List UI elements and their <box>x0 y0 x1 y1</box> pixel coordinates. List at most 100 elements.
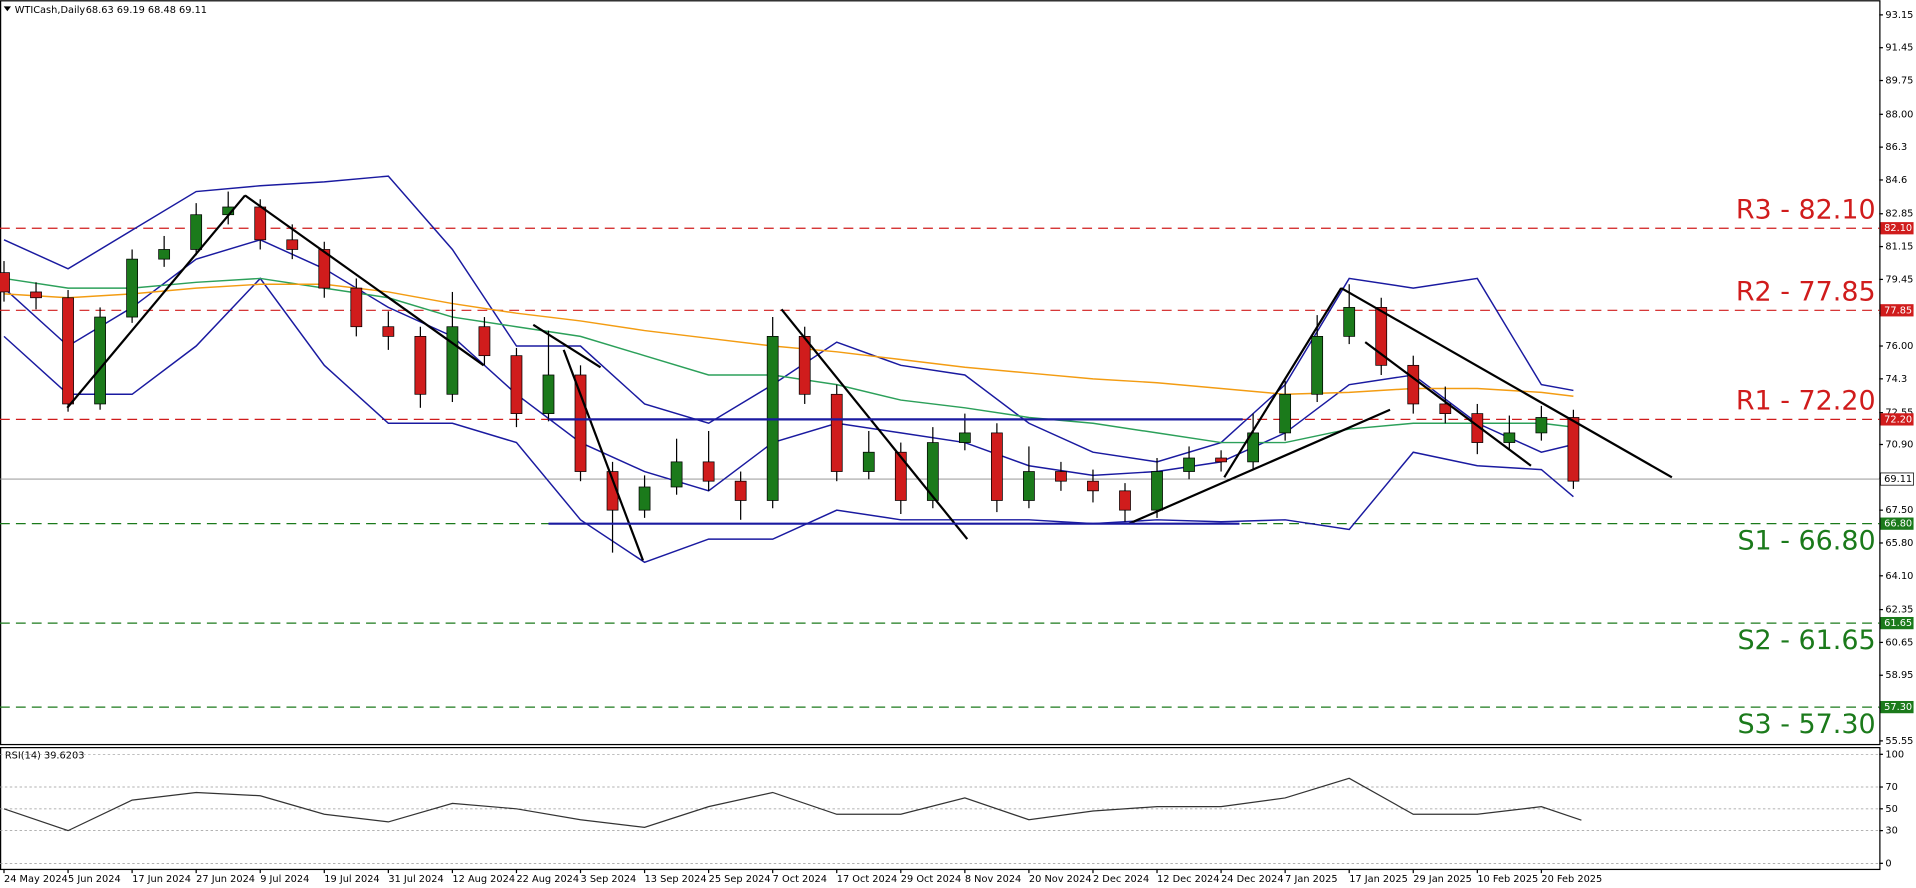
price-tag-label: 69.11 <box>1884 474 1912 485</box>
candle-body <box>894 451 907 501</box>
rsi-title: RSI(14) 39.6203 <box>5 751 85 762</box>
y-tick-label: 79.45 <box>1885 274 1913 285</box>
level-tag <box>1880 700 1914 714</box>
x-tick-label: 17 Oct 2024 <box>837 874 897 885</box>
y-tick-label: 76.00 <box>1885 341 1913 352</box>
candle-body <box>1023 471 1035 501</box>
candle-body <box>414 336 427 395</box>
candle-body <box>1311 336 1324 395</box>
candle-body <box>1151 471 1163 511</box>
level-tag <box>1880 413 1914 426</box>
ohlc-values: 68.63 69.19 68.48 69.11 <box>86 5 207 16</box>
candle-body <box>318 249 331 289</box>
level-label: S3 - 57.30 <box>1737 709 1875 740</box>
level-tag-label: 82.10 <box>1884 223 1912 234</box>
candle-body <box>254 206 267 241</box>
y-tick-label: 93.15 <box>1885 10 1913 21</box>
level-tag <box>1880 517 1914 530</box>
y-tick-label: 65.80 <box>1885 538 1913 549</box>
x-tick-label: 22 Aug 2024 <box>516 874 579 885</box>
candle-body <box>446 326 459 395</box>
y-tick-label: 81.15 <box>1885 242 1913 253</box>
x-tick-label: 10 Feb 2025 <box>1477 874 1538 885</box>
candle-body <box>670 461 683 488</box>
level-tag <box>1880 304 1914 317</box>
x-tick-label: 13 Sep 2024 <box>645 874 707 885</box>
y-tick-label: 86.3 <box>1885 142 1907 153</box>
candle-body <box>286 239 299 250</box>
trend-line <box>1340 287 1673 479</box>
candle-body <box>1343 307 1356 337</box>
candle-body <box>1215 457 1227 463</box>
level-tag-label: 72.20 <box>1884 414 1912 425</box>
x-tick-label: 24 May 2024 <box>4 874 68 885</box>
y-tick-label: 58.95 <box>1885 670 1913 681</box>
y-tick-label: 0 <box>1885 858 1891 869</box>
level-label: R3 - 82.10 <box>1736 195 1876 226</box>
y-tick-label: 89.75 <box>1885 76 1913 87</box>
y-tick-label: 88.00 <box>1885 109 1913 120</box>
x-tick-label: 27 Jun 2024 <box>196 874 255 885</box>
symbol: WTICash,Daily <box>15 5 86 16</box>
x-tick-label: 5 Jun 2024 <box>68 874 121 885</box>
level-label: S2 - 61.65 <box>1737 625 1875 656</box>
y-tick-label: 84.6 <box>1885 175 1907 186</box>
candle-body <box>1087 480 1099 492</box>
candle-body <box>30 291 42 299</box>
level-tag <box>1880 222 1914 235</box>
candle-body <box>190 214 203 250</box>
candle-body <box>958 432 971 443</box>
candle-body <box>478 326 491 357</box>
trend-line <box>1128 408 1391 525</box>
y-tick-label: 62.35 <box>1885 605 1913 616</box>
candle-body <box>158 249 171 260</box>
y-tick-label: 60.65 <box>1885 637 1913 648</box>
x-tick-label: 7 Jan 2025 <box>1285 874 1337 885</box>
price-tag <box>1880 472 1914 486</box>
y-tick-label: 55.55 <box>1885 736 1913 747</box>
candle-body <box>1055 471 1067 482</box>
menu-arrow <box>3 6 12 12</box>
level-tag <box>1880 616 1914 630</box>
x-tick-label: 31 Jul 2024 <box>388 874 443 885</box>
candle-body <box>638 486 651 511</box>
candle-body <box>1535 417 1548 434</box>
candle-body <box>1407 364 1420 405</box>
candle-body <box>1567 417 1580 482</box>
x-tick-label: 24 Dec 2024 <box>1221 874 1284 885</box>
trend-line <box>1223 287 1343 478</box>
x-tick-label: 3 Sep 2024 <box>581 874 637 885</box>
y-tick-label: 82.85 <box>1885 209 1913 220</box>
candle-body <box>574 374 587 472</box>
candle-body <box>1279 393 1292 434</box>
level-tag-label: 61.65 <box>1884 618 1912 629</box>
y-tick-label: 67.50 <box>1885 505 1913 516</box>
x-tick-label: 17 Jun 2024 <box>132 874 191 885</box>
level-label: S1 - 66.80 <box>1737 526 1875 557</box>
candle-body <box>1503 432 1516 443</box>
level-tag-label: 66.80 <box>1884 519 1912 530</box>
x-tick-label: 29 Oct 2024 <box>901 874 961 885</box>
candle-body <box>510 355 523 414</box>
x-tick-label: 9 Jul 2024 <box>260 874 309 885</box>
trend-line <box>66 194 246 409</box>
candle-body <box>830 393 843 472</box>
candle-body <box>702 461 715 482</box>
y-tick-label: 30 <box>1885 826 1897 837</box>
candle-body <box>1247 432 1259 463</box>
candle-body <box>382 326 395 337</box>
candle-body <box>926 442 939 501</box>
candle-body <box>126 258 138 318</box>
candle-body <box>606 471 619 511</box>
x-tick-label: 12 Dec 2024 <box>1157 874 1220 885</box>
candle-body <box>1183 457 1195 472</box>
candle-body <box>798 336 811 395</box>
candle-body <box>1439 403 1452 414</box>
y-tick-label: 70 <box>1885 782 1897 793</box>
candle-body <box>1375 307 1388 366</box>
candle-body <box>350 287 363 328</box>
candle-body <box>862 451 875 472</box>
level-label: R1 - 72.20 <box>1736 386 1876 417</box>
